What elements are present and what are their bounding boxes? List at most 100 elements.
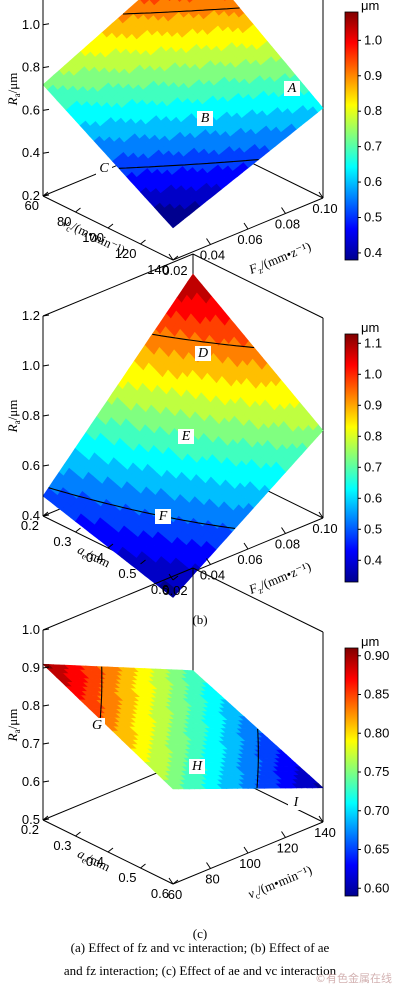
z-tick xyxy=(42,704,50,707)
y-tick-label: 0.6 xyxy=(151,886,169,901)
z-tick xyxy=(42,108,50,111)
caption: (a) Effect of fz and vc interaction; (b)… xyxy=(64,940,337,978)
y-tick-label: 80 xyxy=(57,214,71,229)
region-label-bg xyxy=(155,509,171,524)
colorbar-tick-label: 0.4 xyxy=(364,552,382,567)
x-tick-label: 0.06 xyxy=(237,552,262,567)
y-tick xyxy=(140,559,146,565)
x-tick-label: 0.04 xyxy=(200,568,225,583)
x-tick-label: 100 xyxy=(239,856,261,871)
region-label-e: E xyxy=(181,429,191,444)
x-tick xyxy=(243,222,249,230)
y-tick-label: 0.4 xyxy=(86,854,104,869)
colorbar-tick-label: 0.90 xyxy=(364,648,389,663)
z-tick xyxy=(42,364,50,367)
surface-cell xyxy=(167,784,180,790)
panel-label: (b) xyxy=(192,612,207,627)
x-tick xyxy=(318,191,324,199)
contour-line xyxy=(123,7,240,15)
y-tick xyxy=(172,575,179,581)
colorbar-tick-label: 1.1 xyxy=(364,335,382,350)
region-label-bg xyxy=(288,795,304,810)
x-tick xyxy=(206,238,211,245)
x-tick xyxy=(318,815,324,823)
colorbar-tick-label: 0.7 xyxy=(364,459,382,474)
box-edge xyxy=(192,253,324,319)
x-tick-label: 0.08 xyxy=(275,217,300,232)
x-tick xyxy=(243,542,249,550)
colorbar-tick-label: 0.65 xyxy=(364,842,389,857)
z-tick-label: 1.0 xyxy=(22,358,40,373)
colorbar-tick-label: 0.5 xyxy=(364,209,382,224)
region-label-c: C xyxy=(99,161,109,176)
x-tick xyxy=(168,253,174,261)
colorbar-tick-label: 0.70 xyxy=(364,803,389,818)
y-tick-label: 0.3 xyxy=(53,534,71,549)
x-tick xyxy=(281,207,286,214)
z-tick xyxy=(42,666,50,669)
x-tick xyxy=(168,877,174,885)
contour-line xyxy=(118,159,259,169)
surface xyxy=(42,273,324,598)
z-tick-label: 0.6 xyxy=(22,102,40,117)
caption-line-2: and fz interaction; (c) Effect of ae and… xyxy=(64,963,337,978)
y-tick xyxy=(75,527,81,533)
surface xyxy=(42,663,324,790)
x-tick-label: 0.04 xyxy=(200,248,225,263)
colorbar-tick-label: 0.85 xyxy=(364,687,389,702)
x-tick xyxy=(281,527,286,534)
region-label-h: H xyxy=(191,759,203,774)
surface-cell xyxy=(167,218,179,229)
y-axis: 0.60.50.40.30.2ae/mm xyxy=(21,511,179,597)
z-tick xyxy=(42,23,50,26)
z-tick xyxy=(42,414,50,417)
x-tick xyxy=(281,831,286,838)
z-tick-label: 0.8 xyxy=(22,408,40,423)
colorbar: μm 1.0 0.9 0.8 0.7 0.6 0.5 0.4 xyxy=(344,0,382,261)
region-label-f: F xyxy=(158,509,168,524)
z-tick-label: 0.4 xyxy=(22,145,40,160)
region-label-d: D xyxy=(197,346,208,361)
x-tick-label: 140 xyxy=(314,825,336,840)
colorbar-tick-label: 0.5 xyxy=(364,521,382,536)
x-tick-label: 120 xyxy=(277,841,299,856)
z-tick xyxy=(42,314,50,317)
y-axis: 0.60.50.40.30.2ae/mm xyxy=(21,815,179,901)
y-tick xyxy=(42,191,49,197)
y-tick xyxy=(172,255,179,261)
colorbar-tick-label: 0.4 xyxy=(364,245,382,260)
caption-line-1: (a) Effect of fz and vc interaction; (b)… xyxy=(71,940,330,955)
z-tick xyxy=(42,151,50,154)
z-tick-label: 0.8 xyxy=(22,698,40,713)
colorbar-tick-label: 1.0 xyxy=(364,366,382,381)
colorbar-tick-label: 0.6 xyxy=(364,490,382,505)
region-label-bg xyxy=(89,718,105,733)
surface-chart-a: ABC1.21.00.80.60.40.2Ra/μm0.020.040.060.… xyxy=(5,0,382,305)
region-label-bg xyxy=(96,161,112,176)
colorbar-tick-label: 1.0 xyxy=(364,32,382,47)
colorbar-tick-label: 0.80 xyxy=(364,725,389,740)
panel-label: (c) xyxy=(193,926,207,941)
z-axis: 1.21.00.80.60.40.2Ra/μm xyxy=(5,0,50,203)
x-tick-label: 0.02 xyxy=(162,583,187,598)
colorbar-ramp xyxy=(344,11,359,261)
y-tick xyxy=(172,879,179,885)
z-axis-label: Ra/μm xyxy=(5,73,22,107)
z-tick xyxy=(42,66,50,69)
surface-chart-b: D E F 1.2 1.0 0.8 0.6 0.4 Ra/μm 0.02 0.04 0.06 0.08 0… xyxy=(5,253,382,627)
x-tick-label: 60 xyxy=(168,887,182,902)
z-tick xyxy=(42,464,50,467)
colorbar-ramp xyxy=(344,647,359,897)
surface-cell xyxy=(177,0,183,3)
colorbar-tick-label: 0.75 xyxy=(364,764,389,779)
contour-line xyxy=(152,333,255,349)
x-tick xyxy=(243,846,249,854)
x-tick xyxy=(206,862,211,869)
z-tick-label: 0.9 xyxy=(22,660,40,675)
region-label-a: A xyxy=(287,81,297,96)
box-edge xyxy=(42,567,194,631)
colorbar-tick-label: 0.9 xyxy=(364,397,382,412)
z-tick-label: 0.6 xyxy=(22,774,40,789)
z-tick-label: 1.0 xyxy=(22,17,40,32)
